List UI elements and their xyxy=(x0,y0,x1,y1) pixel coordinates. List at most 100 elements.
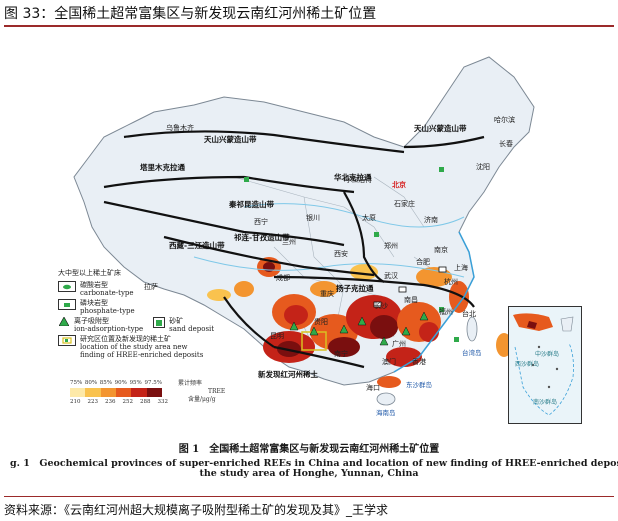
city-guangzhou: 广州 xyxy=(392,340,406,348)
ramp-swatch xyxy=(115,388,132,397)
ramp-values: 210 223 236 252 288 332 xyxy=(70,399,168,405)
city-nanchang: 南昌 xyxy=(404,296,418,304)
legend-item-en: phosphate-type xyxy=(80,307,135,315)
belt-label-north-china: 华北克拉通 xyxy=(334,173,372,182)
legend-title: 大中型以上稀土矿床 xyxy=(58,269,121,277)
legend-item-cn: 碳酸岩型 xyxy=(80,281,108,289)
color-ramp: 75% 80% 85% 90% 95% 97.5% 210 223 236 252 288 332 … xyxy=(70,380,240,405)
rivers xyxy=(193,203,465,278)
caption-en-line2: the study area of Honghe, Yunnan, China xyxy=(199,468,419,479)
city-changsha: 长沙 xyxy=(374,302,388,310)
ramp-side-labels: 累计频率 TREE 含量/μg/g xyxy=(178,380,225,404)
city-fuzhou: 福州 xyxy=(439,308,453,316)
belt-label-yangtze: 扬子克拉通 xyxy=(336,284,374,293)
ramp-percentile-label: 85% xyxy=(99,380,113,386)
city-hohhot: 呼和浩特 xyxy=(344,176,372,184)
belt-label-tibet: 西藏-三江造山带 xyxy=(169,241,225,250)
deposit-symbols xyxy=(244,167,459,346)
legend-item-cn: 离子吸附型 xyxy=(74,317,109,325)
ramp-percentile-label: 90% xyxy=(114,380,127,386)
city-kunming: 昆明 xyxy=(270,332,284,340)
belt-label-tianshan: 天山兴蒙造山带 xyxy=(204,135,257,144)
study-area-icon xyxy=(58,335,76,346)
legend-item-en: ion-adsorption-type xyxy=(74,325,144,333)
city-harbin: 哈尔滨 xyxy=(494,116,515,124)
city-urumqi: 乌鲁木齐 xyxy=(166,124,194,132)
map-svg xyxy=(73,56,535,406)
ramp-unit: 含量/μg/g xyxy=(188,396,216,403)
city-chengdu: 成都 xyxy=(276,274,290,282)
legend: 大中型以上稀土矿床 碳酸岩型 carbonate-type 磷块岩型 phospha… xyxy=(58,268,218,361)
city-macau: 澳门 xyxy=(382,358,396,366)
square-ellipse-icon xyxy=(58,299,76,310)
city-changchun: 长春 xyxy=(499,140,513,148)
ramp-value-label: 210 xyxy=(70,399,81,405)
city-chongqing: 重庆 xyxy=(320,290,334,298)
city-hefei: 合肥 xyxy=(416,258,430,266)
figure-header: 图 33：全国稀土超常富集区与新发现云南红河州稀土矿位置 xyxy=(4,3,614,27)
city-taipei: 台北 xyxy=(462,310,476,318)
figure-title: 图 33：全国稀土超常富集区与新发现云南红河州稀土矿位置 xyxy=(4,6,377,22)
ramp-swatch xyxy=(85,388,101,397)
belt-label-qilian: 祁连-甘孜造山带 xyxy=(234,233,290,242)
south-china-sea-inset: 中沙群岛 西沙群岛 南沙群岛 xyxy=(508,306,582,424)
triangle-icon xyxy=(58,317,70,326)
city-hongkong: 香港 xyxy=(412,358,426,366)
ramp-percentile-label: 80% xyxy=(84,380,98,386)
belt-boundaries xyxy=(103,130,485,369)
ramp-label-cn: 累计频率 xyxy=(178,380,203,387)
city-beijing: 北京 xyxy=(392,180,406,189)
city-taiyuan: 太原 xyxy=(362,214,376,222)
city-lhasa: 拉萨 xyxy=(144,283,158,291)
ramp-percentile-label: 75% xyxy=(70,380,83,386)
legend-item-carbonate: 碳酸岩型 carbonate-type xyxy=(58,281,218,297)
inset-svg xyxy=(509,307,581,423)
ramp-swatch xyxy=(146,388,162,397)
legend-item-ion: 离子吸附型 ion-adsorption-type 砂矿 sand deposit xyxy=(58,317,218,333)
belt-label-tarim: 塔里木克拉通 xyxy=(140,163,185,172)
legend-item-en: location of the study area new finding o… xyxy=(80,343,204,359)
ramp-percentiles: 75% 80% 85% 90% 95% 97.5% xyxy=(70,380,162,386)
legend-item-en: carbonate-type xyxy=(80,289,134,297)
ramp-percentile-label: 97.5% xyxy=(144,380,162,386)
ramp-value-label: 332 xyxy=(157,399,169,405)
city-yinchuan: 银川 xyxy=(306,214,320,222)
ramp-swatch xyxy=(70,388,86,397)
inset-nansha: 南沙群岛 xyxy=(533,399,558,406)
square-ellipse-icon xyxy=(58,281,76,292)
ramp-value-label: 288 xyxy=(140,399,151,405)
inset-zhongsha: 中沙群岛 xyxy=(535,351,560,358)
city-zhengzhou: 郑州 xyxy=(384,242,398,250)
ramp-swatch xyxy=(131,388,147,397)
city-lanzhou: 兰州 xyxy=(282,238,296,246)
city-shanghai: 上海 xyxy=(454,264,468,272)
new-area-label: 新发现红河州稀土 xyxy=(258,370,318,379)
city-jinan: 济南 xyxy=(424,216,438,224)
source-note: 资料来源：《云南红河州超大规模离子吸附型稀土矿的发现及其》_王学求 xyxy=(4,496,614,518)
inset-xisha: 西沙群岛 xyxy=(515,361,540,368)
ramp-value-label: 223 xyxy=(87,399,99,405)
ramp-swatch xyxy=(100,388,116,397)
ramp-label-en: TREE xyxy=(208,388,226,395)
belt-label-tianshan-east: 天山兴蒙造山带 xyxy=(414,124,467,133)
ree-patches xyxy=(207,257,512,388)
ramp-value-label: 236 xyxy=(105,399,116,405)
city-guiyang: 贵阳 xyxy=(314,318,328,326)
caption-cn: 图 1 全国稀土超常富集区与新发现云南红河州稀土矿位置 xyxy=(178,444,440,455)
city-xining: 西宁 xyxy=(254,218,268,226)
green-square-icon xyxy=(153,317,166,328)
ramp-value-label: 252 xyxy=(122,399,134,405)
legend-item-cn: 磷块岩型 xyxy=(80,299,108,307)
ramp-percentile-label: 95% xyxy=(129,380,142,386)
city-nanning: 南宁 xyxy=(334,350,348,358)
legend-item-cn: 研究区位置及新发现的稀土矿 xyxy=(80,335,171,343)
sea-hainan: 海南岛 xyxy=(376,409,396,417)
legend-item-study-area: 研究区位置及新发现的稀土矿 location of the study area … xyxy=(58,335,218,359)
caption-en-line1: g. 1 Geochemical provinces of super-enri… xyxy=(10,458,618,469)
legend-item-cn: 砂矿 xyxy=(169,317,184,325)
legend-item-en: sand deposit xyxy=(169,325,215,333)
legend-item-phosphate: 磷块岩型 phosphate-type xyxy=(58,299,218,315)
city-hangzhou: 杭州 xyxy=(444,278,458,286)
ramp-bar xyxy=(70,388,162,397)
city-wuhan: 武汉 xyxy=(384,272,398,280)
